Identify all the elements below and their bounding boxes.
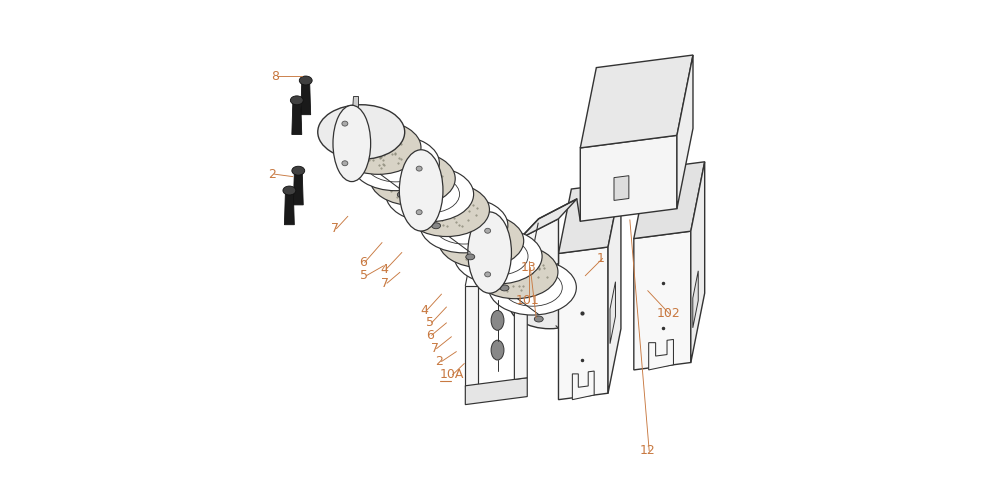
Text: 5: 5: [426, 317, 434, 330]
Ellipse shape: [292, 166, 305, 175]
Ellipse shape: [468, 212, 511, 293]
Text: 6: 6: [426, 329, 434, 342]
Ellipse shape: [420, 198, 508, 253]
Polygon shape: [284, 192, 294, 225]
Ellipse shape: [397, 192, 406, 198]
Ellipse shape: [416, 166, 422, 171]
Polygon shape: [352, 96, 358, 110]
Ellipse shape: [290, 96, 303, 105]
Polygon shape: [465, 286, 478, 386]
Polygon shape: [610, 282, 615, 343]
Polygon shape: [634, 231, 691, 370]
Polygon shape: [558, 182, 621, 253]
Text: 5: 5: [360, 269, 368, 282]
Text: 10A: 10A: [440, 368, 464, 381]
Ellipse shape: [509, 277, 590, 329]
Ellipse shape: [473, 245, 558, 299]
Ellipse shape: [491, 311, 504, 331]
Text: 1: 1: [597, 252, 605, 265]
Text: 6: 6: [359, 256, 367, 269]
Ellipse shape: [438, 214, 524, 267]
Ellipse shape: [416, 210, 422, 215]
Ellipse shape: [352, 136, 439, 191]
Ellipse shape: [342, 161, 348, 166]
Polygon shape: [293, 172, 303, 205]
Text: 7: 7: [381, 277, 389, 290]
Text: 13: 13: [521, 261, 537, 274]
Ellipse shape: [503, 269, 562, 306]
Polygon shape: [465, 378, 527, 405]
Ellipse shape: [572, 346, 580, 352]
Ellipse shape: [386, 166, 474, 222]
Polygon shape: [614, 176, 629, 200]
Ellipse shape: [333, 105, 371, 181]
Text: 2: 2: [269, 167, 276, 180]
Ellipse shape: [485, 228, 491, 233]
Ellipse shape: [283, 186, 296, 195]
Polygon shape: [514, 278, 527, 379]
Text: 101: 101: [516, 294, 540, 307]
Polygon shape: [677, 55, 693, 209]
Ellipse shape: [468, 238, 528, 275]
Text: 7: 7: [331, 222, 339, 235]
Text: 4: 4: [380, 263, 388, 276]
Polygon shape: [558, 247, 608, 400]
Ellipse shape: [432, 223, 440, 229]
Ellipse shape: [489, 260, 576, 315]
Ellipse shape: [336, 121, 421, 174]
Polygon shape: [301, 82, 311, 115]
Polygon shape: [352, 154, 358, 168]
Polygon shape: [649, 339, 673, 370]
Text: 12: 12: [640, 444, 656, 457]
Polygon shape: [634, 162, 705, 239]
Ellipse shape: [318, 105, 405, 160]
Ellipse shape: [500, 285, 509, 291]
Ellipse shape: [466, 254, 475, 260]
Ellipse shape: [366, 145, 425, 182]
Text: 102: 102: [657, 308, 680, 321]
Ellipse shape: [299, 76, 312, 85]
Ellipse shape: [400, 175, 460, 213]
Ellipse shape: [404, 183, 489, 237]
Polygon shape: [580, 135, 677, 221]
Text: 2: 2: [436, 355, 443, 368]
Ellipse shape: [342, 121, 348, 126]
Ellipse shape: [370, 152, 455, 205]
Ellipse shape: [491, 340, 504, 360]
Text: 8: 8: [271, 70, 279, 83]
Ellipse shape: [485, 272, 491, 277]
Ellipse shape: [454, 229, 542, 284]
Ellipse shape: [434, 207, 494, 244]
Polygon shape: [580, 55, 693, 148]
Ellipse shape: [534, 316, 543, 322]
Polygon shape: [292, 102, 302, 135]
Ellipse shape: [399, 150, 443, 231]
Polygon shape: [608, 182, 621, 393]
Polygon shape: [572, 371, 594, 400]
Polygon shape: [691, 162, 705, 362]
Text: 7: 7: [431, 342, 439, 355]
Polygon shape: [693, 271, 698, 328]
Polygon shape: [520, 219, 558, 283]
Text: 4: 4: [421, 304, 429, 317]
Polygon shape: [520, 199, 577, 239]
